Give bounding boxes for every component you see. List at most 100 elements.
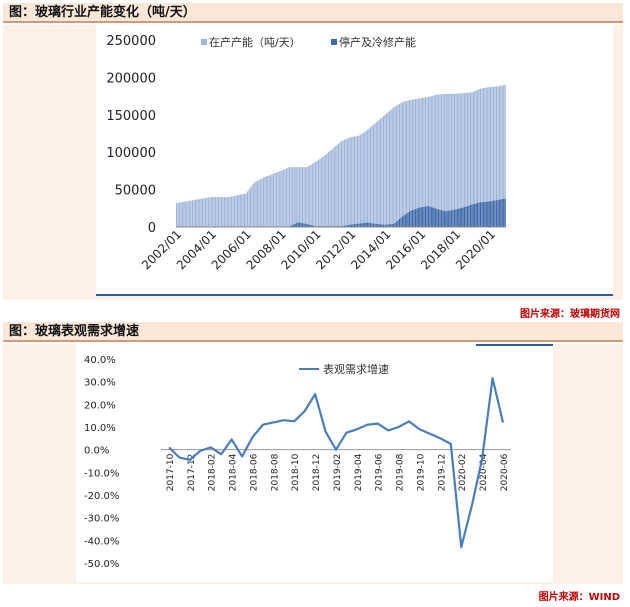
y-tick-label: 100000 bbox=[106, 146, 156, 161]
series-bar bbox=[427, 96, 429, 227]
series-bar bbox=[455, 93, 457, 227]
series-bar bbox=[420, 207, 422, 227]
series-bar bbox=[374, 223, 376, 227]
series-bar bbox=[215, 197, 217, 227]
legend-marker bbox=[331, 39, 337, 45]
series-bar bbox=[495, 200, 498, 227]
series-bar bbox=[468, 205, 470, 227]
series-bar bbox=[364, 222, 366, 227]
series-bar bbox=[422, 97, 424, 227]
series-bar bbox=[283, 169, 285, 227]
series-bar bbox=[419, 98, 421, 227]
series-bar bbox=[398, 103, 401, 227]
series-bar bbox=[440, 94, 443, 227]
series-bar bbox=[351, 136, 353, 227]
series-bar bbox=[291, 225, 293, 227]
series-bar bbox=[477, 203, 479, 227]
x-tick-label: 2019-08 bbox=[396, 453, 406, 491]
series-bar bbox=[310, 225, 312, 227]
series-bar bbox=[435, 208, 437, 227]
series-bar bbox=[356, 135, 359, 227]
series-bar bbox=[359, 223, 361, 227]
series-bar bbox=[217, 197, 220, 227]
series-bar bbox=[229, 196, 231, 227]
series-bar bbox=[490, 201, 492, 227]
series-bar bbox=[284, 169, 286, 227]
series-bar bbox=[303, 167, 305, 227]
series-bar bbox=[410, 99, 412, 227]
series-bar bbox=[495, 86, 498, 227]
series-bar bbox=[420, 98, 422, 227]
series-bar bbox=[478, 202, 480, 227]
series-bar bbox=[213, 197, 215, 227]
series-bar bbox=[349, 137, 351, 227]
series-bar bbox=[275, 172, 278, 227]
series-bar bbox=[246, 191, 249, 227]
series-bar bbox=[384, 114, 386, 227]
series-bar bbox=[446, 211, 448, 227]
x-tick-label: 2019-02 bbox=[333, 454, 343, 492]
series-bar bbox=[209, 197, 211, 227]
demand-growth-chart: 40.0% 30.0% 20.0% 10.0% 0.0% -10.0% -20.0% -30.… bbox=[84, 344, 553, 570]
y-tick-label: -40.0% bbox=[84, 536, 119, 547]
series-bar bbox=[419, 207, 421, 227]
series-bar bbox=[433, 208, 435, 227]
series-bar bbox=[461, 207, 463, 227]
series-bar bbox=[371, 223, 373, 227]
series-bar bbox=[481, 202, 483, 227]
series-bar bbox=[181, 202, 183, 227]
series-bar bbox=[345, 225, 347, 227]
series-bar bbox=[498, 86, 500, 227]
figure-source: 图片来源：WIND bbox=[538, 592, 620, 603]
series-bar bbox=[359, 134, 361, 227]
y-tick-label: -30.0% bbox=[84, 514, 119, 525]
series-bar bbox=[380, 118, 382, 227]
series-bar bbox=[406, 100, 408, 227]
series-bar bbox=[380, 224, 382, 227]
series-bar bbox=[259, 179, 262, 227]
series-bar bbox=[403, 101, 405, 227]
series-bar bbox=[503, 198, 505, 227]
series-bar bbox=[233, 195, 236, 227]
series-bar bbox=[299, 222, 301, 227]
series-bar bbox=[474, 91, 476, 227]
series-bar bbox=[404, 101, 406, 227]
series-bar bbox=[257, 180, 259, 227]
figure-title: 图：玻璃行业产能变化（吨/天） bbox=[3, 3, 623, 23]
series-bar bbox=[313, 225, 315, 227]
series-bar bbox=[364, 131, 366, 227]
series-bar bbox=[189, 200, 191, 227]
series-bar bbox=[436, 209, 438, 227]
series-bar bbox=[258, 179, 260, 227]
series-bar bbox=[332, 148, 334, 227]
x-tick-label: 2020-04 bbox=[479, 453, 489, 491]
series-bar bbox=[177, 202, 179, 227]
series-bar bbox=[497, 200, 499, 227]
x-tick-label: 2018-12 bbox=[312, 454, 322, 492]
series-bar bbox=[462, 93, 464, 227]
series-bar bbox=[436, 94, 438, 227]
series-bar bbox=[307, 166, 309, 227]
series-bar bbox=[456, 209, 458, 227]
series-bar bbox=[277, 172, 279, 227]
series-bar bbox=[348, 137, 350, 227]
series-bar bbox=[471, 204, 473, 227]
series-bar bbox=[338, 143, 340, 227]
series-bar bbox=[309, 224, 311, 227]
series-bar bbox=[313, 162, 315, 227]
series-bar bbox=[251, 185, 253, 227]
series-bar bbox=[413, 99, 415, 227]
series-bar bbox=[186, 201, 188, 227]
series-bar bbox=[245, 193, 247, 227]
series-bar bbox=[196, 199, 198, 227]
series-bar bbox=[404, 214, 406, 227]
series-bar bbox=[206, 197, 208, 227]
series-bar bbox=[343, 139, 346, 227]
series-bar bbox=[381, 224, 383, 227]
series-bar bbox=[203, 198, 205, 227]
series-bar bbox=[207, 197, 209, 227]
series-bar bbox=[461, 93, 463, 227]
series-bar bbox=[216, 197, 218, 227]
series-bar bbox=[426, 206, 428, 227]
series-bar bbox=[197, 199, 199, 227]
